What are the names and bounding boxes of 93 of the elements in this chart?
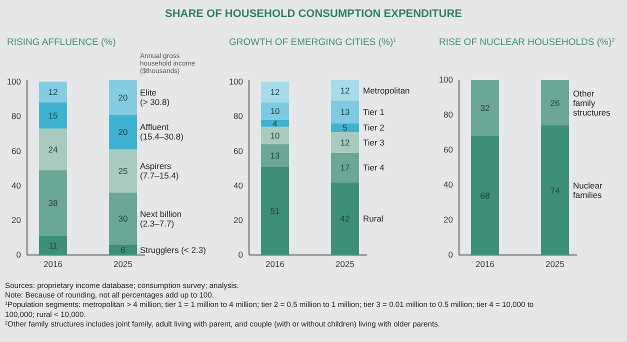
data-label: 32	[480, 103, 490, 113]
x-tick-label: 2016	[44, 259, 63, 270]
data-label: 68	[480, 190, 490, 200]
data-label: 17	[340, 162, 350, 172]
data-label: 10	[270, 106, 280, 116]
bar	[331, 152, 359, 182]
bar	[109, 80, 137, 115]
bar	[109, 149, 137, 193]
data-label: 5	[342, 122, 348, 133]
bar	[39, 82, 67, 103]
y-tick-label: 20	[234, 215, 244, 226]
series-label: Next billion (2.3–7.7)	[140, 208, 182, 228]
y-tick-label: 40	[444, 180, 454, 190]
bar	[109, 192, 137, 245]
data-label: 20	[118, 92, 128, 102]
bar	[261, 166, 289, 255]
bar	[541, 126, 569, 255]
bar	[471, 136, 499, 255]
x-tick-label: 2025	[336, 259, 355, 270]
y-tick-label: 100	[228, 76, 244, 86]
data-label: 13	[340, 107, 350, 118]
bar	[39, 128, 67, 170]
y-tick-label: 60	[444, 144, 454, 155]
bar	[261, 82, 289, 103]
series-label: Tier 3	[363, 137, 385, 148]
data-label: 6	[120, 244, 126, 255]
y-tick-label: 0	[448, 250, 454, 260]
y-tick-label: 20	[12, 215, 22, 226]
data-label: 11	[48, 240, 58, 250]
x-tick-label: 2025	[546, 259, 565, 270]
bar	[261, 126, 289, 144]
text: SHARE OF HOUSEHOLD CONSUMPTION EXPENDITURE	[164, 8, 462, 20]
y-tick-label: 80	[12, 111, 22, 122]
y-tick-label: 100	[6, 76, 22, 86]
data-label: 74	[550, 185, 560, 196]
x-tick-label: 2016	[476, 259, 495, 270]
data-label: 20	[118, 126, 128, 137]
y-tick-label: 40	[234, 180, 244, 190]
series-label: Elite (> 30.8)	[140, 88, 170, 108]
series-label: Rural	[363, 214, 384, 224]
y-tick-label: 80	[444, 110, 454, 120]
y-tick-label: 0	[238, 250, 244, 260]
data-label: 10	[270, 130, 280, 140]
series-label: Affluent (15.4–30.8)	[140, 122, 184, 142]
data-label: 51	[270, 206, 280, 216]
series-label: Tier 2	[363, 122, 385, 133]
bar	[39, 236, 67, 255]
bar	[261, 144, 289, 167]
y-tick-label: 40	[12, 180, 22, 190]
bar	[261, 120, 289, 127]
series-label: Aspirers (7.7–15.4)	[140, 161, 179, 181]
bar	[331, 100, 359, 124]
data-label: 15	[48, 110, 58, 121]
data-label: 30	[118, 214, 128, 224]
bar	[109, 114, 137, 150]
x-tick-label: 2025	[114, 259, 133, 270]
data-label: 12	[340, 137, 350, 148]
data-label: 12	[48, 87, 58, 98]
bar	[261, 102, 289, 120]
y-tick-label: 100	[438, 74, 454, 85]
series-label: Other family structures	[573, 88, 610, 118]
series-label: Metropolitan	[363, 85, 410, 96]
series-label: Tier 1	[363, 107, 385, 118]
series-label: Nuclear families	[573, 180, 602, 200]
bar	[331, 123, 359, 132]
data-label: 38	[48, 198, 58, 208]
bar	[331, 182, 359, 255]
bar	[109, 244, 137, 255]
y-tick-label: 60	[234, 146, 244, 156]
series-label: Strugglers (< 2.3)	[140, 244, 206, 255]
data-label: 13	[270, 150, 280, 160]
data-label: 24	[48, 144, 58, 154]
bar	[331, 132, 359, 153]
y-tick-label: 80	[234, 111, 244, 122]
data-label: 42	[340, 214, 350, 224]
bar	[39, 170, 67, 236]
data-label: 26	[550, 98, 560, 108]
y-tick-label: 60	[12, 146, 22, 156]
data-label: 12	[340, 85, 350, 96]
y-tick-label: 20	[444, 214, 454, 225]
data-label: 4	[272, 118, 278, 128]
x-tick-label: 2016	[266, 259, 285, 270]
data-label: 12	[270, 87, 280, 98]
y-tick-label: 0	[16, 250, 22, 260]
chart-title: RISE OF NUCLEAR HOUSEHOLDS (%)$^{2}$	[439, 37, 615, 48]
bar	[471, 80, 499, 136]
chart-title: GROWTH OF EMERGING CITIES (%)$^{1}$	[229, 37, 396, 48]
chart-title: RISING AFFLUENCE (%)	[7, 37, 116, 48]
bar	[541, 80, 569, 126]
series-label: Tier 4	[363, 162, 385, 172]
bar	[331, 80, 359, 101]
bar	[39, 102, 67, 129]
data-label: 25	[118, 166, 128, 176]
